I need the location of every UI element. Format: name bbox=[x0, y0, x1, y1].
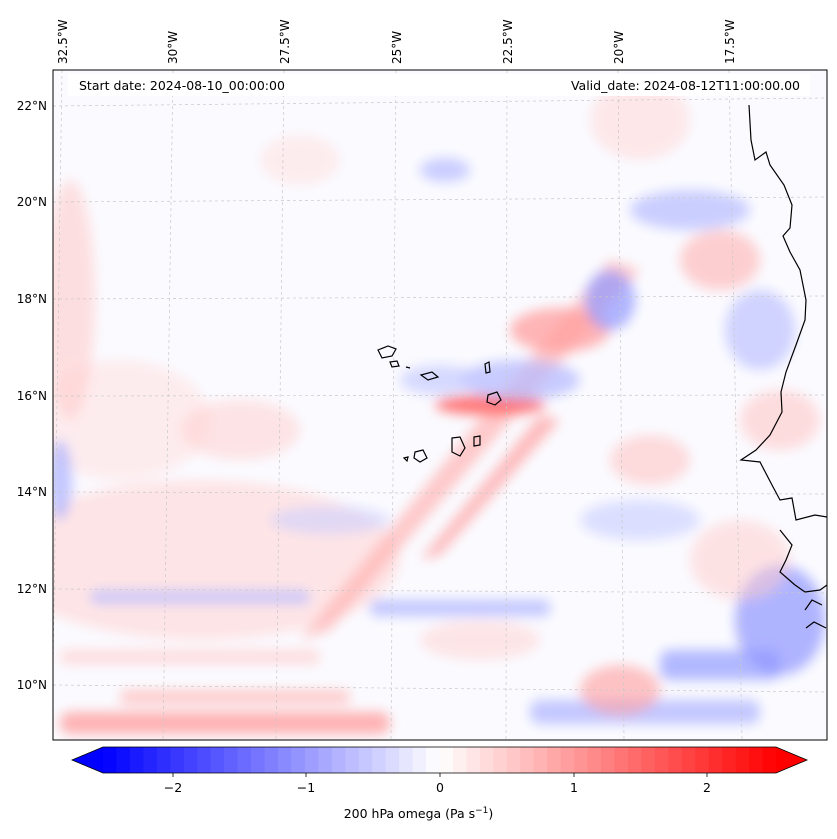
colorbar-cell bbox=[277, 747, 293, 773]
colorbar-max-extend bbox=[776, 747, 807, 773]
colorbar-min-extend bbox=[72, 747, 103, 773]
lat-label-20n: 20°N bbox=[17, 195, 47, 209]
colorbar-ticks bbox=[172, 773, 708, 777]
colorbar-cell bbox=[318, 747, 333, 773]
map-border bbox=[52, 69, 828, 741]
colorbar-cell bbox=[708, 747, 723, 773]
colorbar-cell bbox=[183, 747, 198, 773]
gridlines bbox=[53, 70, 827, 740]
colorbar-cell bbox=[399, 747, 414, 773]
colorbar-cell bbox=[762, 747, 777, 773]
lon-label-30w: 30°W bbox=[166, 31, 180, 64]
colorbar: −2 −1 0 1 2 bbox=[70, 746, 809, 795]
colorbar-cell bbox=[681, 747, 696, 773]
valid-date: Valid_date: 2024-08-12T11:00:00.00 bbox=[571, 78, 800, 93]
colorbar-cell bbox=[251, 747, 266, 773]
lon-label-27-5w: 27.5°W bbox=[278, 19, 292, 64]
colorbar-cell bbox=[197, 747, 212, 773]
colorbar-title-text: 200 hPa omega (Pa s bbox=[343, 806, 476, 822]
start-date: Start date: 2024-08-10_00:00:00 bbox=[79, 78, 285, 93]
colorbar-cell bbox=[601, 747, 616, 773]
colorbar-cell bbox=[385, 747, 400, 773]
lat-label-10n: 10°N bbox=[17, 678, 47, 692]
colorbar-cell bbox=[560, 747, 575, 773]
colorbar-cell bbox=[143, 747, 158, 773]
colorbar-cell bbox=[103, 747, 118, 773]
colorbar-cell bbox=[668, 747, 683, 773]
africa-coastline bbox=[739, 104, 827, 521]
lat-label-18n: 18°N bbox=[17, 292, 47, 306]
colorbar-title-close: ) bbox=[488, 806, 494, 822]
colorbar-cell bbox=[156, 747, 171, 773]
colorbar-cell bbox=[574, 747, 589, 773]
colorbar-cell bbox=[479, 747, 494, 773]
colorbar-cell bbox=[547, 747, 562, 773]
colorbar-cell bbox=[627, 747, 642, 773]
lon-label-25w: 25°W bbox=[390, 31, 404, 64]
colorbar-cell bbox=[506, 747, 521, 773]
colorbar-cell bbox=[372, 747, 387, 773]
lon-label-32-5w: 32.5°W bbox=[56, 19, 70, 64]
colorbar-outline bbox=[70, 746, 809, 774]
colorbar-cell bbox=[520, 747, 535, 773]
omega-field bbox=[53, 80, 825, 734]
colorbar-cell bbox=[291, 747, 306, 773]
colorbar-cell bbox=[224, 747, 239, 773]
colorbar-tick-1: 1 bbox=[570, 780, 578, 795]
colorbar-cell bbox=[331, 747, 346, 773]
colorbar-cell bbox=[722, 747, 737, 773]
colorbar-cell bbox=[210, 747, 225, 773]
lat-label-22n: 22°N bbox=[17, 99, 47, 113]
colorbar-cell bbox=[170, 747, 185, 773]
lat-label-12n: 12°N bbox=[17, 582, 47, 596]
colorbar-cell bbox=[116, 747, 131, 773]
colorbar-cell bbox=[735, 747, 750, 773]
colorbar-cell bbox=[452, 747, 468, 773]
colorbar-cell bbox=[345, 747, 360, 773]
lon-label-17-5w: 17.5°W bbox=[723, 19, 737, 64]
colorbar-cell bbox=[412, 747, 427, 773]
date-banner bbox=[68, 74, 810, 96]
colorbar-cell bbox=[264, 747, 279, 773]
colorbar-cell bbox=[533, 747, 548, 773]
colorbar-cell bbox=[237, 747, 252, 773]
colorbar-cells bbox=[103, 747, 777, 773]
colorbar-cell bbox=[749, 747, 764, 773]
cape-verde-islands bbox=[377, 345, 502, 463]
colorbar-tick-2: 2 bbox=[703, 780, 711, 795]
colorbar-cell bbox=[493, 747, 508, 773]
colorbar-cell bbox=[641, 747, 656, 773]
lat-label-14n: 14°N bbox=[17, 485, 47, 499]
colorbar-cell bbox=[587, 747, 602, 773]
lat-label-16n: 16°N bbox=[17, 389, 47, 403]
colorbar-cell bbox=[695, 747, 710, 773]
colorbar-cell bbox=[439, 747, 454, 773]
colorbar-cell bbox=[466, 747, 481, 773]
colorbar-tick-neg1: −1 bbox=[297, 780, 315, 795]
colorbar-title: 200 hPa omega (Pa s−1) bbox=[0, 806, 837, 821]
lon-label-22-5w: 22.5°W bbox=[501, 19, 515, 64]
colorbar-cell bbox=[358, 747, 373, 773]
colorbar-cell bbox=[654, 747, 669, 773]
colorbar-cell bbox=[304, 747, 319, 773]
colorbar-cell bbox=[614, 747, 629, 773]
colorbar-cell bbox=[129, 747, 144, 773]
africa-coastline-south bbox=[779, 529, 827, 629]
colorbar-cell bbox=[426, 747, 441, 773]
colorbar-title-exponent: −1 bbox=[475, 806, 489, 816]
colorbar-tick-neg2: −2 bbox=[164, 780, 182, 795]
colorbar-tick-0: 0 bbox=[436, 780, 444, 795]
lon-label-20w: 20°W bbox=[612, 31, 626, 64]
